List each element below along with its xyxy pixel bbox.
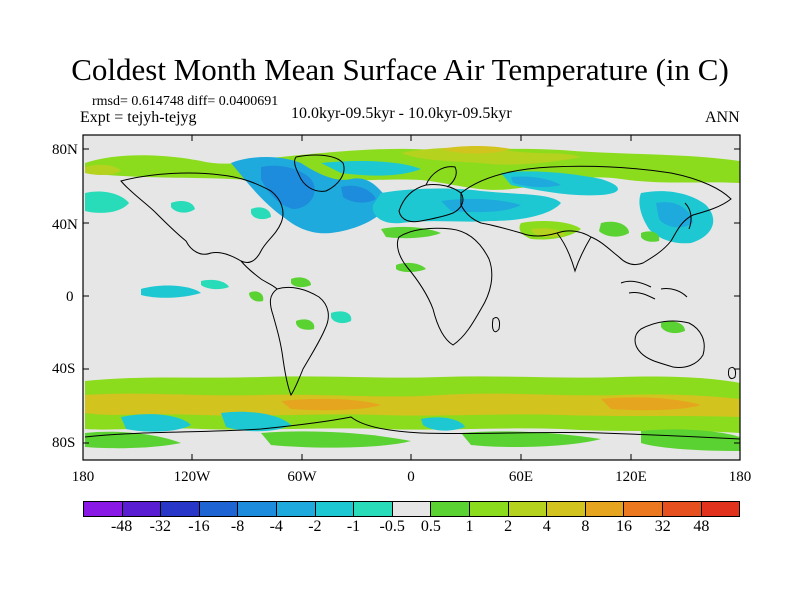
colorbar-label: 4 bbox=[542, 518, 551, 535]
colorbar-label: -16 bbox=[188, 518, 210, 535]
colorbar-cell bbox=[469, 502, 509, 516]
coastlines bbox=[84, 154, 741, 440]
colorbar-label: 32 bbox=[654, 518, 671, 535]
colorbar-label: 48 bbox=[693, 518, 710, 535]
lon-label-0: 0 bbox=[407, 469, 415, 485]
plot-title: Coldest Month Mean Surface Air Temperatu… bbox=[71, 52, 729, 87]
colorbar-label: 1 bbox=[465, 518, 474, 535]
colorbar-cell bbox=[624, 502, 663, 516]
colorbar-label: -48 bbox=[110, 518, 133, 535]
lat-label-80n: 80N bbox=[52, 142, 78, 158]
colorbar-label: 16 bbox=[616, 518, 633, 535]
colorbar-cell bbox=[122, 502, 162, 516]
colorbar-label: -32 bbox=[149, 518, 171, 535]
colorbar-label: 0.5 bbox=[420, 518, 441, 535]
colorbar-label: -4 bbox=[269, 518, 283, 535]
rmsd-diff-stats: rmsd= 0.614748 diff= 0.0400691 bbox=[92, 94, 279, 109]
axis-ticks bbox=[83, 135, 740, 460]
world-map bbox=[82, 134, 741, 461]
colorbar-cell bbox=[315, 502, 355, 516]
colorbar-label: -2 bbox=[308, 518, 322, 535]
colorbar-cell bbox=[662, 502, 702, 516]
lon-label-60e: 60E bbox=[508, 469, 534, 485]
colorbar-cell bbox=[161, 502, 200, 516]
colorbar-cell bbox=[392, 502, 432, 516]
colorbar-cell bbox=[431, 502, 470, 516]
lon-label-120w: 120W bbox=[173, 469, 211, 485]
colorbar-cell bbox=[84, 502, 123, 516]
period-label: 10.0kyr-09.5kyr - 10.0kyr-09.5kyr bbox=[291, 105, 512, 122]
colorbar-cell bbox=[547, 502, 586, 516]
colorbar-label: -0.5 bbox=[379, 518, 405, 535]
lat-label-40n: 40N bbox=[52, 217, 78, 233]
colorbar-label: 8 bbox=[581, 518, 590, 535]
lat-label-80s: 80S bbox=[52, 435, 76, 451]
colorbar-cell bbox=[276, 502, 316, 516]
colorbar-cell bbox=[354, 502, 393, 516]
lat-label-40s: 40S bbox=[52, 361, 76, 377]
lon-label-120e: 120E bbox=[615, 469, 647, 485]
colorbar-cell bbox=[508, 502, 548, 516]
colorbar bbox=[83, 501, 740, 517]
colorbar-cell bbox=[238, 502, 277, 516]
colorbar-cell bbox=[701, 502, 740, 516]
colorbar-label: 2 bbox=[504, 518, 513, 535]
lon-label-180w: 180 bbox=[71, 469, 95, 485]
lon-label-180e: 180 bbox=[728, 469, 752, 485]
colorbar-cell bbox=[585, 502, 625, 516]
experiment-label: Expt = tejyh-tejyg bbox=[80, 109, 197, 126]
lon-label-60w: 60W bbox=[287, 469, 317, 485]
colorbar-label: -8 bbox=[230, 518, 245, 535]
lat-label-0: 0 bbox=[66, 289, 74, 305]
season-label: ANN bbox=[705, 109, 740, 126]
colorbar-label: -1 bbox=[346, 518, 361, 535]
colorbar-cell bbox=[199, 502, 239, 516]
